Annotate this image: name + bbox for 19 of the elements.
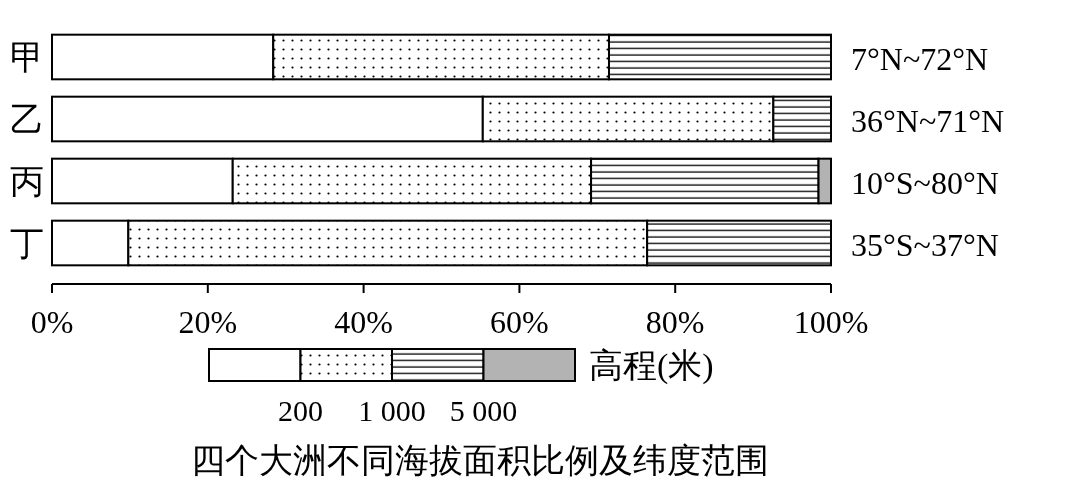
text: 35°S~37°N [851,227,999,263]
text: 36°N~71°N [851,103,1005,139]
y-tick-label: 丁 [10,224,44,262]
x-tick-label: 60% [490,304,549,340]
y-tick-label: 甲 [10,38,44,76]
text: 200 [278,394,323,427]
text: 10°S~80°N [851,165,999,201]
text: 四个大洲不同海拔面积比例及纬度范围 [191,442,769,479]
text: 1 000 [358,394,426,427]
x-tick-label: 100% [793,304,869,340]
x-tick-label: 20% [178,304,238,340]
legend-title: 高程(米) [589,346,714,385]
text: 7°N~72°N [851,41,989,77]
x-tick-label: 80% [645,304,705,340]
y-tick-label: 丙 [10,162,44,200]
y-tick-label: 乙 [10,100,44,138]
text: 5 000 [449,394,518,427]
x-tick-label: 0% [30,304,74,340]
x-tick-label: 40% [334,304,393,340]
